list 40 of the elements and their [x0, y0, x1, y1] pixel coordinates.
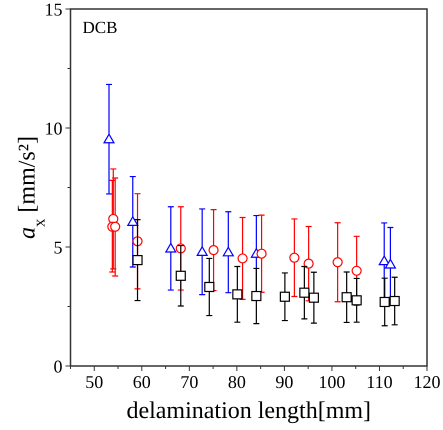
point [165, 242, 176, 253]
point [132, 254, 143, 266]
point [304, 258, 314, 269]
point [332, 257, 343, 268]
point [380, 296, 390, 308]
point [127, 216, 138, 226]
x-tick-label: 80 [228, 372, 246, 392]
point [289, 252, 300, 263]
point [237, 253, 248, 264]
point [256, 248, 267, 259]
point [251, 290, 262, 302]
point [222, 246, 234, 256]
point [342, 292, 352, 302]
x-tick-label: 50 [85, 372, 104, 392]
point [280, 292, 290, 302]
point [390, 296, 400, 306]
x-axis-title: delamination length[mm] [126, 398, 372, 424]
point [232, 289, 242, 300]
point [103, 134, 115, 144]
point [384, 258, 396, 269]
y-tick-label: 10 [44, 118, 62, 138]
point [308, 292, 319, 303]
y-tick-label: 15 [44, 0, 62, 20]
point [176, 270, 186, 281]
y-tick-label: 5 [54, 237, 62, 258]
point [204, 282, 214, 292]
point [299, 288, 310, 298]
x-tick-label: 110 [366, 372, 393, 392]
point [352, 295, 362, 306]
point [208, 244, 219, 256]
x-tick-label: 90 [275, 372, 294, 392]
x-tick-label: 70 [180, 372, 198, 392]
point [352, 266, 362, 276]
point [110, 222, 120, 232]
y-tick-label: 0 [54, 356, 62, 376]
annotation: DCB [82, 18, 118, 37]
x-tick-label: 100 [318, 372, 346, 392]
x-tick-label: 60 [132, 372, 151, 392]
point [196, 246, 208, 256]
x-tick-label: 120 [414, 372, 440, 392]
